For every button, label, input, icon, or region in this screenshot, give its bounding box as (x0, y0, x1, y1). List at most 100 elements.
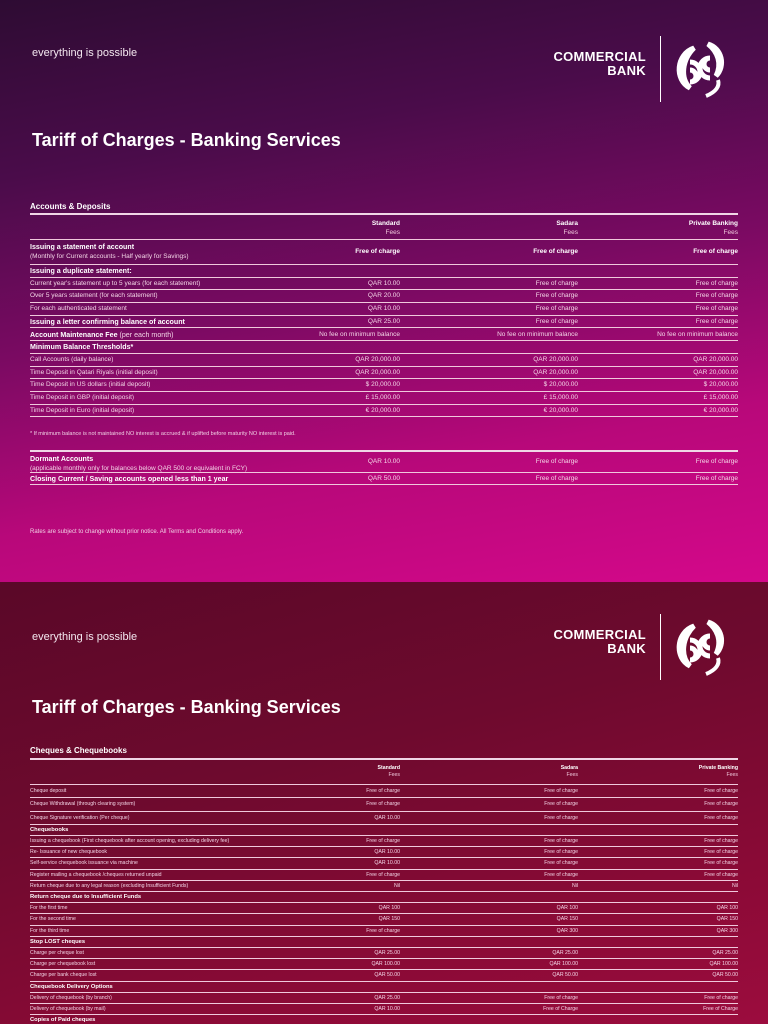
fee-value: No fee on minimum balance (319, 330, 400, 338)
table-row: Self-service chequebook issuance via mac… (30, 858, 738, 870)
column-header: Standard (377, 765, 400, 771)
row-label: Chequebooks (30, 826, 69, 833)
table-row: Over 5 years statement (for each stateme… (30, 290, 738, 304)
table-row: Current year's statement up to 5 years (… (30, 278, 738, 291)
table-row: Issuing a duplicate statement: (30, 265, 738, 278)
fee-value: € 20,000.00 (365, 406, 400, 414)
footnote: * If minimum balance is not maintained N… (30, 431, 296, 437)
row-label: Issuing a letter confirming balance of a… (30, 317, 185, 326)
row-label: Return cheque due to Insufficient Funds (30, 894, 142, 901)
fee-value: QAR 25.00 (374, 949, 400, 956)
row-label: Time Deposit in Qatari Riyals (initial d… (30, 368, 158, 376)
column-header: Sadara (560, 765, 578, 771)
fee-value: Free of charge (704, 838, 738, 845)
table-row: Call Accounts (daily balance) QAR 20,000.… (30, 354, 738, 367)
row-label: Closing Current / Saving accounts opened… (30, 474, 229, 483)
table-row: Time Deposit in Qatari Riyals (initial d… (30, 367, 738, 380)
fee-value: Free of charge (695, 317, 738, 325)
table-row: Chequebook Delivery Options (30, 982, 738, 993)
fee-value: Free of charge (704, 788, 738, 795)
tagline: everything is possible (32, 631, 138, 643)
dormant-fees-table: Dormant Accounts (applicable monthly only… (30, 450, 738, 485)
fee-value: QAR 100 (378, 905, 400, 912)
table-row: Minimum Balance Thresholds* (30, 341, 738, 354)
table-row: Time Deposit in GBP (initial deposit) £ 1… (30, 392, 738, 405)
fee-value: QAR 20,000.00 (355, 368, 400, 376)
logo-line1: COMMERCIAL (553, 627, 646, 642)
fee-value: QAR 50.00 (367, 474, 400, 482)
table-row: For the second time QAR 150 QAR 150 QAR 150 (30, 914, 738, 926)
fee-value: Free of Charge (543, 1005, 578, 1012)
table-row: Time Deposit in Euro (initial deposit) € … (30, 405, 738, 418)
row-label: Call Accounts (daily balance) (30, 355, 114, 363)
commercial-bank-logo: COMMERCIAL BANK (553, 36, 740, 102)
fee-value: No fee on minimum balance (657, 330, 738, 338)
fee-value: Free of charge (544, 801, 578, 808)
row-label: Current year's statement up to 5 years (… (30, 279, 201, 287)
fee-value: QAR 20,000.00 (693, 355, 738, 363)
column-header: Private Banking (688, 220, 738, 227)
fee-value: QAR 20,000.00 (533, 355, 578, 363)
row-label: Time Deposit in Euro (initial deposit) (30, 406, 135, 414)
fee-value: Free of charge (535, 305, 578, 313)
column-subheader: Fees (566, 772, 578, 779)
section-title: Cheques & Chequebooks (30, 746, 127, 755)
fee-value: QAR 150 (716, 916, 738, 923)
row-label: Return cheque due to any legal reason (e… (30, 882, 189, 889)
fee-value: Free of charge (355, 248, 400, 256)
row-label: Issuing a duplicate statement: (30, 267, 132, 276)
column-subheader: Fees (726, 772, 738, 779)
row-sublabel: (applicable monthly only for balances be… (30, 464, 248, 472)
row-label: Re- Issuance of new chequebook (30, 849, 107, 856)
column-subheader: Fees (385, 228, 400, 236)
fee-value: Free of charge (704, 849, 738, 856)
fee-value: Free of charge (544, 814, 578, 821)
column-subheader: Fees (388, 772, 400, 779)
fee-value: QAR 10.00 (367, 305, 400, 313)
fee-value: Free of charge (695, 305, 738, 313)
table-row: For each authenticated statement QAR 10.0… (30, 303, 738, 316)
page-accounts-deposits: everything is possible COMMERCIAL BANK Ta… (0, 0, 768, 582)
fee-value: Free of charge (704, 860, 738, 867)
row-label: For the second time (30, 916, 76, 923)
table-row: Re- Issuance of new chequebook QAR 10.00 F… (30, 847, 738, 859)
row-sublabel: (Monthly for Current accounts - Half yea… (30, 252, 189, 260)
fee-value: € 20,000.00 (543, 406, 578, 414)
fee-value: Free of charge (704, 871, 738, 878)
row-label: Chequebook Delivery Options (30, 983, 113, 990)
fee-value: Free of charge (544, 994, 578, 1001)
cheques-fees-table: Standard Fees Sadara Fees Private Banking Fee… (30, 758, 738, 1024)
fee-value: Free of charge (366, 927, 400, 934)
page-title: Tariff of Charges - Banking Services (32, 130, 341, 150)
fee-value: QAR 150 (556, 916, 578, 923)
fee-value: Free of charge (695, 474, 738, 482)
fee-value: QAR 25.00 (374, 994, 400, 1001)
fee-value: £ 15,000.00 (703, 393, 738, 401)
fee-value: QAR 20,000.00 (533, 368, 578, 376)
row-label: Register mailing a chequebook /cheques r… (30, 871, 162, 878)
fee-value: Free of charge (704, 994, 738, 1001)
table-row: Register mailing a chequebook /cheques r… (30, 870, 738, 881)
fee-value: Free of charge (695, 279, 738, 287)
table-header: Standard Fees Sadara Fees Private Banking Fee… (30, 215, 738, 240)
fee-value: QAR 100.00 (709, 961, 738, 968)
table-row: Stop LOST cheques (30, 937, 738, 948)
row-label: Issuing a statement of account (30, 243, 135, 251)
fee-value: Nil (571, 882, 578, 889)
fee-value: Free of charge (535, 292, 578, 300)
fee-value: QAR 50.00 (552, 972, 578, 979)
fee-value: Free of charge (544, 788, 578, 795)
fee-value: QAR 10.00 (374, 849, 400, 856)
row-label: Account Maintenance Fee (per each month) (30, 330, 174, 339)
fee-value: QAR 20.00 (367, 292, 400, 300)
disclaimer: Rates are subject to change without prio… (30, 529, 244, 535)
fee-value: Free of charge (544, 860, 578, 867)
fee-value: Free of charge (366, 801, 400, 808)
row-label: Cheque Signature verification (Per chequ… (30, 814, 130, 821)
page-cheques: everything is possible COMMERCIAL BANK Ta… (0, 582, 768, 1024)
fee-value: Free of charge (535, 474, 578, 482)
logo-mark-icon (676, 41, 725, 98)
logo-mark-icon (676, 619, 725, 676)
fee-value: Free of charge (544, 871, 578, 878)
fee-value: Free of Charge (703, 1005, 738, 1012)
